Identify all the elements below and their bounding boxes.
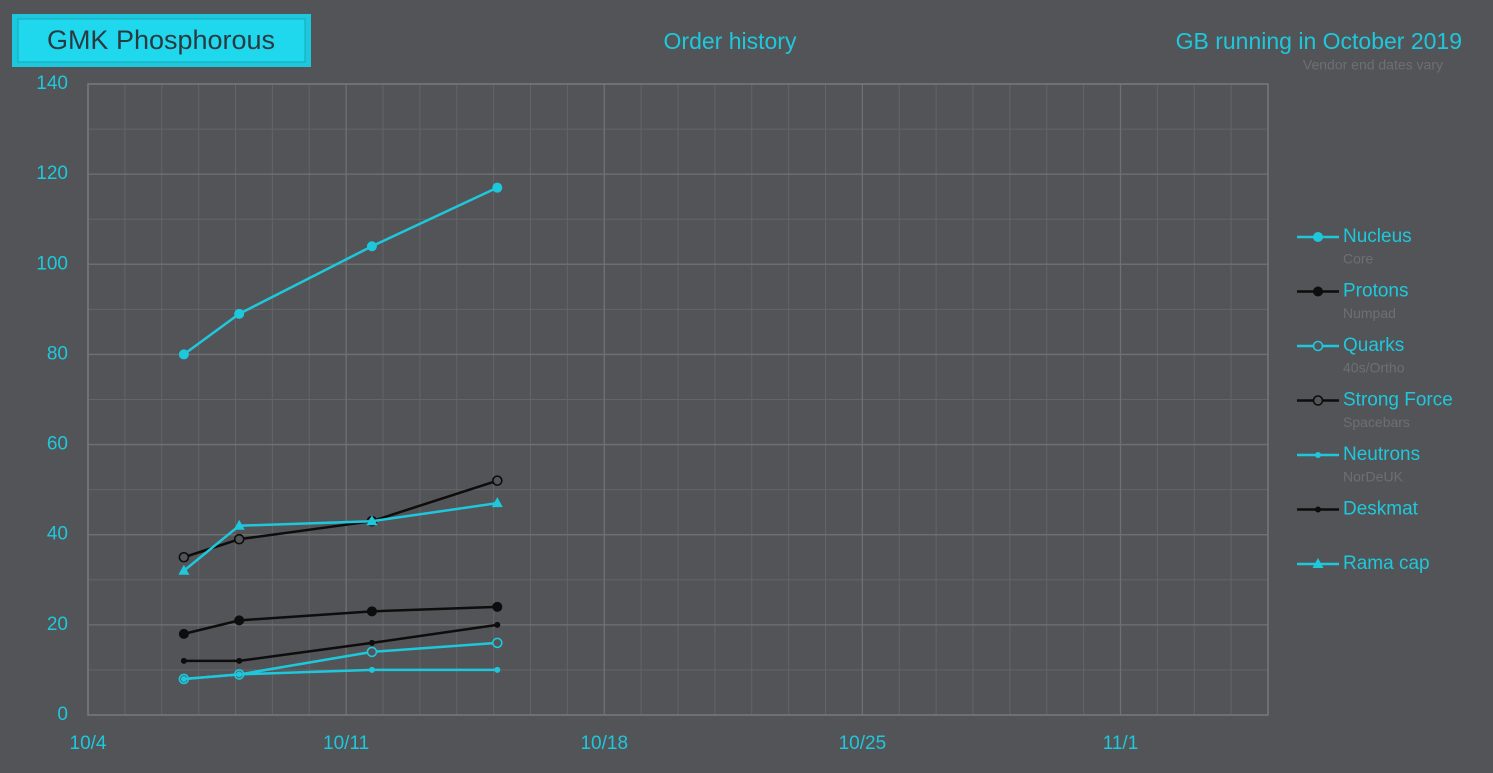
marker bbox=[366, 606, 377, 617]
marker bbox=[368, 639, 375, 646]
legend-description: 40s/Ortho bbox=[1343, 360, 1405, 376]
y-tick-label: 20 bbox=[47, 614, 68, 635]
annotation-note: Vendor end dates vary bbox=[1303, 57, 1443, 73]
chart-subtitle: Order history bbox=[664, 28, 797, 54]
marker bbox=[234, 308, 245, 319]
marker bbox=[492, 601, 503, 612]
marker bbox=[366, 646, 378, 658]
legend-label: Deskmat bbox=[1343, 499, 1419, 520]
marker bbox=[366, 241, 377, 252]
y-tick-label: 120 bbox=[36, 163, 68, 184]
marker bbox=[178, 564, 190, 575]
legend-description: Core bbox=[1343, 251, 1374, 267]
y-tick-label: 100 bbox=[36, 253, 68, 274]
y-tick-label: 140 bbox=[36, 73, 68, 94]
marker bbox=[368, 666, 375, 673]
marker bbox=[236, 657, 243, 664]
chart-title: GMK Phosphorous bbox=[47, 25, 275, 55]
legend-label: Strong Force bbox=[1343, 390, 1453, 411]
legend-description: Numpad bbox=[1343, 305, 1396, 321]
x-tick-label: 10/11 bbox=[323, 733, 369, 754]
series-line bbox=[183, 623, 498, 663]
series-line bbox=[183, 605, 498, 636]
x-tick-label: 10/25 bbox=[839, 733, 887, 754]
legend-label: Rama cap bbox=[1343, 553, 1430, 574]
legend-description: Spacebars bbox=[1343, 414, 1410, 430]
legend-marker bbox=[1313, 286, 1323, 297]
legend-marker bbox=[1315, 452, 1321, 458]
marker bbox=[492, 637, 503, 649]
x-tick-label: 10/4 bbox=[70, 733, 107, 754]
legend-marker bbox=[1315, 506, 1321, 513]
annotation: GB running in October 2019 bbox=[1176, 28, 1462, 54]
legend-marker bbox=[1312, 340, 1324, 352]
y-tick-label: 60 bbox=[47, 434, 68, 455]
marker bbox=[233, 533, 245, 545]
x-tick-label: 11/1 bbox=[1103, 733, 1139, 754]
legend-label: Protons bbox=[1343, 281, 1408, 302]
y-tick-label: 0 bbox=[57, 704, 68, 725]
marker bbox=[178, 551, 190, 563]
marker bbox=[366, 515, 378, 526]
marker bbox=[180, 675, 187, 682]
legend-label: Neutrons bbox=[1343, 444, 1420, 465]
marker bbox=[234, 615, 245, 626]
plot-frame bbox=[87, 83, 1269, 716]
series-line bbox=[183, 186, 498, 356]
marker bbox=[494, 666, 501, 673]
y-tick-label: 40 bbox=[47, 524, 68, 545]
series-line bbox=[183, 501, 498, 572]
legend-marker bbox=[1312, 558, 1324, 568]
marker bbox=[178, 628, 189, 639]
legend-label: Nucleus bbox=[1343, 226, 1412, 247]
y-tick-label: 80 bbox=[47, 343, 68, 364]
legend-marker bbox=[1312, 395, 1324, 406]
marker bbox=[178, 349, 189, 360]
marker bbox=[492, 475, 503, 486]
marker bbox=[233, 519, 245, 530]
marker bbox=[494, 621, 501, 628]
series-line bbox=[183, 668, 498, 681]
marker bbox=[180, 657, 187, 664]
marker bbox=[492, 182, 503, 193]
title-box-inner bbox=[17, 18, 306, 63]
legend-label: Quarks bbox=[1343, 335, 1404, 356]
grid bbox=[87, 83, 1269, 716]
x-tick-label: 10/18 bbox=[580, 733, 628, 754]
legend-description: NorDeUK bbox=[1343, 469, 1404, 485]
plot bbox=[178, 182, 503, 685]
marker bbox=[491, 497, 503, 508]
legend-marker bbox=[1313, 232, 1323, 242]
marker bbox=[236, 671, 243, 678]
